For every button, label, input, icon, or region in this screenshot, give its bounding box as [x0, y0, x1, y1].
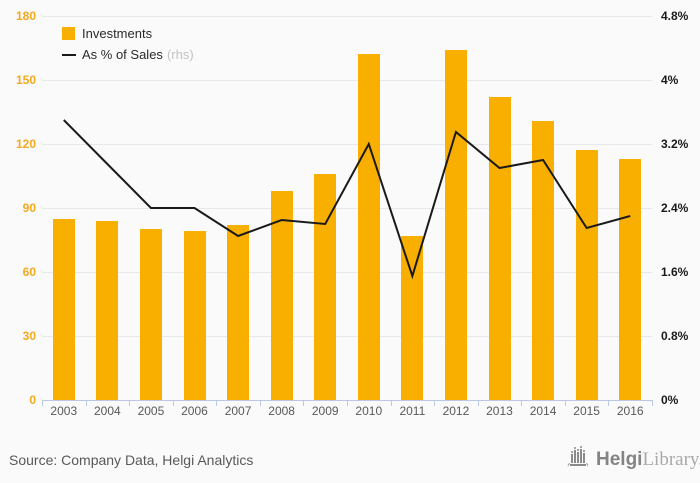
helgi-ship-icon	[567, 444, 592, 475]
bar-2005	[139, 229, 162, 400]
gridline	[42, 15, 652, 17]
x-axis-label-2003: 2003	[50, 404, 78, 418]
legend-label-pct-of-sales: As % of Sales	[82, 47, 163, 62]
x-axis-tick	[42, 400, 43, 406]
left-axis-tick-label: 0	[29, 393, 36, 407]
bar-2009	[314, 173, 337, 400]
legend-label-rhs-suffix: (rhs)	[166, 47, 194, 62]
x-axis-tick	[303, 400, 305, 406]
x-axis-label-2011: 2011	[399, 404, 426, 418]
x-axis-label-2014: 2014	[529, 404, 557, 418]
bar-2012	[444, 50, 467, 400]
left-axis-tick-label: 90	[22, 201, 36, 215]
investments-swatch-icon	[62, 27, 75, 40]
gridline	[42, 271, 652, 273]
bar-2004	[96, 220, 119, 400]
x-axis-label-2016: 2016	[616, 404, 644, 418]
right-axis-tick-label: 4%	[661, 73, 679, 87]
bar-2003	[52, 218, 75, 400]
x-axis-tick	[390, 400, 392, 406]
left-axis-tick-label: 180	[15, 9, 36, 23]
x-axis-label-2012: 2012	[442, 404, 470, 418]
legend-item-pct-of-sales: As % of Sales (rhs)	[62, 44, 194, 65]
bar-2014	[532, 120, 555, 400]
left-axis-tick-label: 60	[22, 265, 36, 279]
bar-2013	[488, 97, 511, 400]
gridline	[42, 79, 652, 81]
bar-2016	[619, 158, 642, 400]
x-axis-tick	[608, 400, 610, 406]
legend: Investments As % of Sales (rhs)	[62, 23, 194, 65]
legend-item-investments: Investments	[62, 23, 194, 44]
x-axis-tick	[521, 400, 523, 406]
x-axis-tick	[477, 400, 479, 406]
bar-2008	[270, 190, 293, 400]
right-axis-tick-label: 1.6%	[661, 265, 689, 279]
x-axis-tick	[652, 400, 653, 406]
right-axis-tick-label: 0%	[661, 393, 679, 407]
helgi-library-logo: Helgi Library.	[567, 444, 700, 475]
x-axis-label-2015: 2015	[573, 404, 600, 418]
line-swatch-icon	[62, 53, 76, 56]
gridline	[42, 335, 652, 337]
left-axis-tick-label: 150	[15, 73, 36, 87]
bar-2015	[575, 150, 598, 400]
x-axis-tick	[85, 400, 87, 406]
bar-2010	[357, 54, 380, 400]
x-axis-label-2007: 2007	[224, 404, 252, 418]
left-axis-tick-label: 120	[15, 137, 36, 151]
right-axis-tick-label: 3.2%	[661, 137, 689, 151]
bar-2011	[401, 235, 424, 400]
x-axis-tick	[564, 400, 566, 406]
x-axis-label-2010: 2010	[355, 404, 383, 418]
bar-2007	[227, 225, 250, 400]
gridline	[42, 207, 652, 209]
x-axis-label-2013: 2013	[486, 404, 513, 418]
x-axis-tick	[259, 400, 261, 406]
x-axis-label-2004: 2004	[93, 404, 121, 418]
x-axis-tick	[216, 400, 218, 406]
x-axis-label-2005: 2005	[137, 404, 165, 418]
logo-text-helgi: Helgi	[596, 448, 643, 470]
x-axis-label-2009: 2009	[311, 404, 339, 418]
right-axis-tick-label: 2.4%	[661, 201, 689, 215]
source-text: Source: Company Data, Helgi Analytics	[9, 452, 254, 468]
x-axis-label-2006: 2006	[181, 404, 208, 418]
gridline	[42, 143, 652, 145]
x-axis-tick	[129, 400, 131, 406]
right-axis-tick-label: 0.8%	[661, 329, 689, 343]
x-axis-tick	[434, 400, 436, 406]
left-axis-tick-label: 30	[22, 329, 36, 343]
legend-label-investments: Investments	[82, 26, 153, 41]
x-axis-tick	[172, 400, 174, 406]
bar-2006	[183, 231, 206, 400]
x-axis-label-2008: 2008	[268, 404, 295, 418]
logo-text-library: Library.	[642, 448, 700, 470]
x-axis-tick	[347, 400, 348, 406]
right-axis-tick-label: 4.8%	[661, 9, 689, 23]
